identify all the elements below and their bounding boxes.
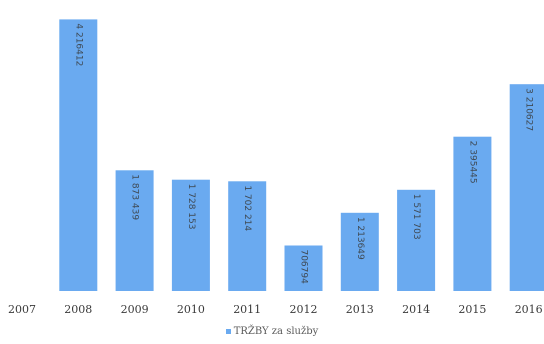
legend: TRŽBY za služby (0, 326, 544, 337)
bar-value-label-2016: 3 210627 (524, 88, 534, 131)
bar-value-label-2009: 1 873 439 (130, 174, 140, 220)
x-tick-2011: 2011 (233, 303, 261, 316)
bar-value-label-2008: 4 216412 (73, 23, 83, 66)
bar-2016 (509, 84, 544, 291)
bar-2010 (171, 179, 210, 291)
x-axis-tick-labels: 2007 2008 2009 2010 2011 2012 2013 2014 2015 2016 (8, 303, 543, 316)
bar-value-label-2014: 1 571 703 (411, 194, 421, 240)
x-tick-2009: 2009 (121, 303, 149, 316)
bar-value-label-2011: 1 702 214 (242, 185, 252, 231)
bar-value-label-2012: 706794 (299, 249, 309, 284)
x-tick-2015: 2015 (458, 303, 486, 316)
x-tick-2014: 2014 (402, 303, 430, 316)
legend-label: TRŽBY za služby (233, 326, 319, 337)
legend-swatch (225, 329, 231, 334)
x-tick-2010: 2010 (177, 303, 205, 316)
bar-2013 (340, 212, 379, 291)
x-tick-2008: 2008 (64, 303, 92, 316)
bar-2011 (228, 181, 267, 291)
bar-2009 (115, 170, 154, 291)
x-tick-2016: 2016 (515, 303, 543, 316)
bar-value-label-2015: 2 395445 (467, 141, 477, 184)
bar-value-label-2010: 1 728 153 (186, 184, 196, 230)
bar-value-label-2013: 1 213649 (355, 217, 365, 260)
x-tick-2013: 2013 (346, 303, 374, 316)
x-tick-2007: 2007 (8, 303, 36, 316)
bar-2014 (397, 189, 436, 291)
x-tick-2012: 2012 (290, 303, 318, 316)
bars-group (59, 19, 544, 292)
bar-2012 (284, 245, 323, 291)
bar-2015 (453, 136, 492, 291)
bar-labels-group: 4 216412 1 873 439 1 728 153 1 702 214 70679… (73, 23, 533, 284)
bar-2008 (59, 19, 98, 292)
